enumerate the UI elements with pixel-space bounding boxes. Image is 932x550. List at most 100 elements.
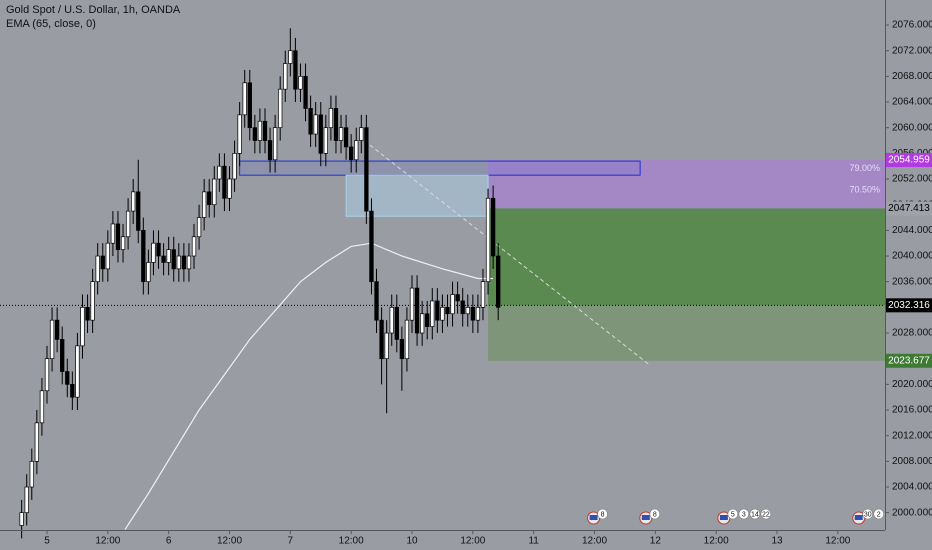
candle-body bbox=[267, 140, 273, 161]
candle-body bbox=[470, 306, 475, 321]
candle-body bbox=[227, 178, 232, 199]
candle-body bbox=[318, 114, 323, 154]
chart-title: Gold Spot / U.S. Dollar, 1h, OANDA bbox=[6, 4, 181, 16]
x-tick-label: 13 bbox=[771, 536, 783, 547]
x-tick-label: 7 bbox=[288, 536, 294, 547]
event-count-bg bbox=[873, 508, 885, 520]
y-tick-label: 2040.000 bbox=[892, 251, 932, 262]
candle-body bbox=[374, 281, 379, 321]
candle-body bbox=[389, 306, 394, 334]
candle-body bbox=[475, 306, 481, 321]
candle-body bbox=[450, 294, 455, 315]
candle-body bbox=[288, 50, 293, 64]
event-count: 8 bbox=[653, 511, 657, 518]
candle-body bbox=[354, 140, 359, 161]
y-tick-label: 2036.000 bbox=[892, 276, 932, 287]
candle-body bbox=[85, 306, 90, 321]
candle-body bbox=[176, 255, 181, 270]
candle-body bbox=[161, 255, 166, 263]
candle-body bbox=[425, 313, 430, 327]
candle-body bbox=[328, 108, 334, 129]
y-tick-label: 2064.000 bbox=[892, 97, 932, 108]
y-tick-label: 2076.000 bbox=[892, 20, 932, 31]
x-tick-label: 6 bbox=[166, 536, 172, 547]
target-zone bbox=[488, 208, 885, 306]
candle-body bbox=[379, 319, 384, 360]
y-tick-label: 2004.000 bbox=[892, 482, 932, 493]
candle-body bbox=[440, 306, 445, 321]
candle-body bbox=[496, 255, 501, 308]
x-tick-label: 12:00 bbox=[217, 536, 242, 547]
candle-body bbox=[141, 230, 146, 283]
candle-body bbox=[181, 255, 187, 270]
candle-body bbox=[414, 287, 420, 334]
y-tick-label: 2060.000 bbox=[892, 122, 932, 133]
candle-body bbox=[120, 236, 126, 250]
indicator-label: EMA (65, close, 0) bbox=[6, 18, 96, 30]
y-tick-label: 2072.000 bbox=[892, 45, 932, 56]
candle-body bbox=[419, 313, 425, 334]
candle-body bbox=[100, 255, 105, 270]
candle-body bbox=[455, 294, 460, 302]
candle-body bbox=[283, 63, 288, 90]
candle-body bbox=[80, 306, 85, 347]
candle-body bbox=[90, 281, 95, 321]
candle-body bbox=[490, 197, 496, 257]
candle-body bbox=[146, 262, 151, 283]
price-label: 2023.677 bbox=[888, 355, 930, 366]
x-tick-label: 12 bbox=[650, 536, 662, 547]
candle-body bbox=[333, 108, 339, 141]
y-tick-label: 2068.000 bbox=[892, 71, 932, 82]
candle-body bbox=[191, 236, 197, 257]
candle-body bbox=[237, 114, 242, 154]
candle-body bbox=[186, 255, 192, 270]
ema-line bbox=[124, 242, 494, 530]
price-label-bg bbox=[886, 353, 932, 368]
plot-area: 79.00% 70.50% bbox=[0, 28, 885, 539]
candle-body bbox=[24, 486, 29, 514]
event-count: 3 bbox=[742, 511, 746, 518]
candle-body bbox=[212, 178, 217, 206]
candle-body bbox=[430, 300, 435, 327]
candle-body bbox=[232, 153, 237, 180]
event-count-bg bbox=[749, 508, 761, 520]
x-tick-label: 12:00 bbox=[95, 536, 120, 547]
candle-body bbox=[242, 82, 247, 116]
x-tick-label: 11 bbox=[528, 536, 539, 547]
event-count-bg bbox=[760, 508, 772, 520]
candle-body bbox=[257, 120, 263, 141]
event-count-bg bbox=[649, 508, 661, 520]
candle-body bbox=[343, 127, 349, 148]
candle-body bbox=[156, 242, 161, 257]
candle-body bbox=[262, 120, 268, 141]
candle-body bbox=[384, 332, 389, 360]
x-tick-label: 12:00 bbox=[704, 536, 729, 547]
event-flag bbox=[641, 515, 650, 520]
candle-body bbox=[445, 306, 450, 315]
candle-body bbox=[293, 50, 298, 90]
event-count: 5 bbox=[731, 511, 735, 518]
target-zone bbox=[488, 160, 885, 209]
price-label: 2032.316 bbox=[888, 300, 930, 311]
candle-body bbox=[29, 460, 34, 488]
candle-body bbox=[394, 306, 399, 340]
y-tick-label: 2044.000 bbox=[892, 225, 932, 236]
x-tick-label: 12:00 bbox=[460, 536, 485, 547]
event-flag bbox=[719, 515, 728, 520]
candle-body bbox=[207, 191, 212, 206]
candle-body bbox=[105, 242, 110, 270]
candle-body bbox=[460, 300, 465, 315]
candle-body bbox=[338, 127, 344, 141]
x-tick-label: 10 bbox=[406, 536, 418, 547]
candle-body bbox=[54, 319, 60, 340]
candle-body bbox=[313, 114, 318, 135]
candle-body bbox=[19, 512, 24, 526]
y-tick-label: 2028.000 bbox=[892, 328, 932, 339]
event-count-bg bbox=[862, 508, 874, 520]
candle-body bbox=[34, 422, 40, 462]
price-label-bg bbox=[886, 201, 932, 216]
candle-body bbox=[125, 210, 131, 238]
y-tick-label: 2016.000 bbox=[892, 405, 932, 416]
y-tick-label: 2000.000 bbox=[892, 507, 932, 518]
candle-body bbox=[65, 371, 70, 385]
